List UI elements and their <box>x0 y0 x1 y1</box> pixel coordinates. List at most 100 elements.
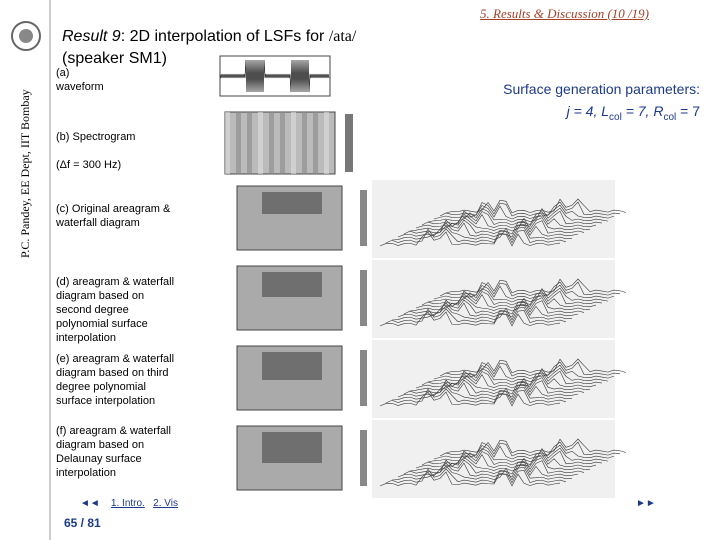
areagram-band <box>262 272 322 297</box>
waterfall-line <box>379 231 561 247</box>
title-text: : 2D interpolation of LSFs for <box>120 28 329 45</box>
waterfall-line <box>415 453 597 469</box>
panel-label: (f) areagram & <box>56 425 127 437</box>
areagram-colorbar <box>360 190 367 246</box>
spectrogram-band <box>302 112 307 174</box>
panel-text: waveform <box>56 81 104 93</box>
panel-d: (d) areagram & waterfall diagram based o… <box>56 275 176 345</box>
waterfall-line <box>421 370 603 386</box>
areagram-colorbar <box>360 270 367 326</box>
nav-link[interactable]: 1. Intro. <box>110 498 145 509</box>
spectrogram-band <box>225 112 230 174</box>
panel-label: (b) Spectrogram <box>56 131 136 143</box>
panel-label: (c) Original <box>56 203 110 215</box>
panel-text: (Δf = 300 Hz) <box>56 159 122 171</box>
panel-f: (f) areagram & waterfall diagram based o… <box>56 424 176 480</box>
waterfall-line <box>433 444 615 460</box>
param: j = 4, L <box>566 103 610 119</box>
figure <box>219 55 627 498</box>
panel-text: waterfall diagram based on third degree … <box>56 353 175 407</box>
spectrogram-band <box>280 112 285 174</box>
spectrogram-band <box>247 112 252 174</box>
spectrogram-band <box>236 112 241 174</box>
waterfall-line <box>397 382 579 398</box>
waterfall-line <box>397 302 579 318</box>
waterfall-line <box>439 201 621 217</box>
logo <box>11 21 41 51</box>
waterfall-line <box>379 311 561 327</box>
panel-label: (d) areagram & <box>56 276 130 288</box>
waterfall-line <box>379 471 561 487</box>
nav: ◄◄ 1. Intro. 2. Vis <box>80 498 178 509</box>
waterfall-line <box>427 207 609 223</box>
panel-a: (a) waveform <box>56 66 176 94</box>
waterfall-line <box>385 388 567 404</box>
waterfall-line <box>427 447 609 463</box>
waterfall-line <box>391 385 573 401</box>
param-sub: col <box>609 111 622 123</box>
areagram-band <box>262 432 322 463</box>
param: = 7, R <box>621 103 664 119</box>
colorbar <box>345 114 353 172</box>
param-sub: col <box>663 111 677 123</box>
waterfall-line <box>409 296 591 312</box>
panel-text: areagram & waterfall diagram <box>56 203 171 229</box>
waveform <box>219 59 330 93</box>
nav-next[interactable]: ►► <box>636 498 656 509</box>
areagram-band <box>262 192 322 214</box>
waterfall-line <box>385 468 567 484</box>
waterfall-line <box>421 450 603 466</box>
spectrogram-band <box>324 112 329 174</box>
title-phoneme: /ata/ <box>328 28 357 45</box>
waterfall-line <box>409 216 591 232</box>
spectrogram-band <box>313 112 318 174</box>
waterfall-line <box>445 198 627 214</box>
title: Result 9: 2D interpolation of LSFs for /… <box>62 26 442 70</box>
waterfall-line <box>403 299 585 315</box>
waterfall-line <box>391 225 573 241</box>
waterfall-line <box>415 293 597 309</box>
title-label: Result 9 <box>62 28 121 45</box>
parameters: Surface generation parameters: j = 4, Lc… <box>440 78 700 129</box>
waterfall-line <box>427 287 609 303</box>
waterfall-line <box>403 459 585 475</box>
waterfall-line <box>445 438 627 454</box>
areagram-colorbar <box>360 350 367 406</box>
spectrogram-band <box>291 112 296 174</box>
waterfall-line <box>433 364 615 380</box>
panel-text: waterfall diagram based on second degree… <box>56 276 175 344</box>
waterfall-line <box>433 204 615 220</box>
parameters-heading: Surface generation parameters: <box>503 81 700 97</box>
nav-link[interactable]: 2. Vis <box>153 498 179 509</box>
waterfall-line <box>433 284 615 300</box>
waterfall-line <box>421 210 603 226</box>
spectrogram-band <box>269 112 274 174</box>
waterfall-line <box>415 373 597 389</box>
panel-b: (b) Spectrogram (Δf = 300 Hz) <box>56 130 176 172</box>
waterfall-line <box>439 441 621 457</box>
waterfall-line <box>391 465 573 481</box>
waterfall-line <box>397 222 579 238</box>
waterfall-line <box>403 379 585 395</box>
author: P.C. Pandey, EE Dept, IIT Bombay <box>18 89 32 258</box>
page-number: 65 / 81 <box>64 516 101 530</box>
waterfall-line <box>427 367 609 383</box>
waterfall-line <box>379 391 561 407</box>
panel-e: (e) areagram & waterfall diagram based o… <box>56 352 176 408</box>
parameters-values: j = 4, Lcol = 7, Rcol = 7 <box>440 100 700 129</box>
waterfall-line <box>391 305 573 321</box>
waterfall-line <box>421 290 603 306</box>
nav-prev[interactable]: ◄◄ <box>80 498 100 509</box>
areagram-colorbar <box>360 430 367 486</box>
areagram-band <box>262 352 322 380</box>
waterfall-line <box>409 376 591 392</box>
panel-text: waterfall diagram based on Delaunay surf… <box>56 425 171 479</box>
waterfall-line <box>439 361 621 377</box>
waterfall-line <box>397 462 579 478</box>
panel-label: (e) areagram & <box>56 353 130 365</box>
param: = 7 <box>676 103 700 119</box>
section-header: 5. Results & Discussion (10 /19) <box>480 6 649 21</box>
waterfall-line <box>409 456 591 472</box>
waterfall-line <box>445 358 627 374</box>
